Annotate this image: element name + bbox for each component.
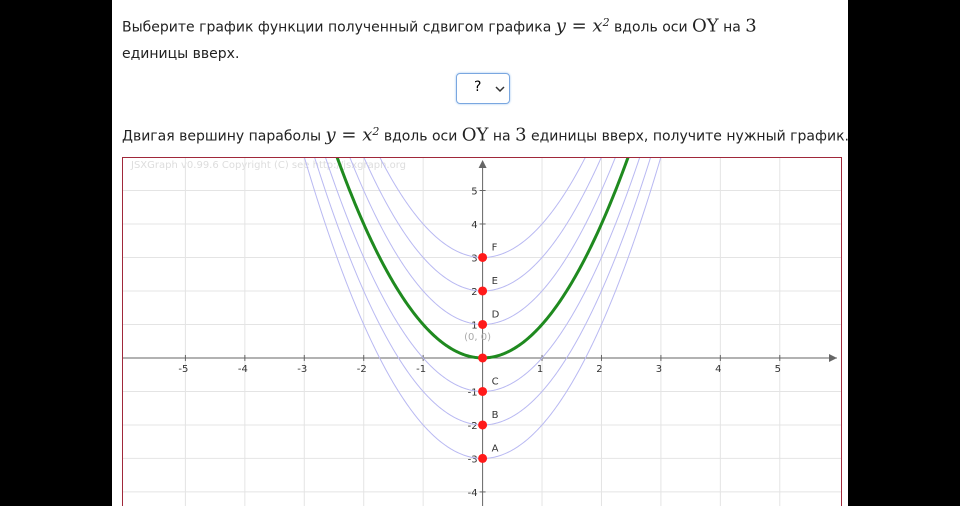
point-label: A: [492, 443, 499, 454]
parabola: [262, 0, 704, 459]
formula: y = x: [325, 124, 373, 146]
watermark: JSXGraph v0.99.6 Copyright (C) see http:…: [130, 160, 406, 171]
x-axis-arrow: [829, 353, 837, 362]
select-value: ?: [474, 79, 482, 95]
amount: 3: [515, 124, 527, 146]
point-label: (0, 0): [464, 332, 491, 343]
y-tick-label: 1: [471, 320, 477, 331]
text: Двигая вершину параболы: [122, 128, 322, 145]
point: [478, 386, 488, 396]
point: [478, 252, 488, 262]
point: [478, 453, 488, 463]
hint: Двигая вершину параболы y = x2 вдоль оси…: [122, 119, 848, 150]
chevron: [495, 86, 505, 93]
y-tick-label: -1: [468, 387, 478, 398]
text: единицы вверх.: [122, 45, 240, 62]
text: вдоль оси: [614, 19, 688, 36]
x-tick-label: 5: [775, 364, 781, 375]
x-tick-label: 3: [656, 364, 662, 375]
y-tick-label: 5: [471, 186, 477, 197]
y-tick-label: 2: [471, 287, 477, 298]
x-tick-label: 1: [537, 364, 543, 375]
point: [478, 420, 488, 430]
amount: 3: [745, 15, 757, 37]
text: на: [492, 128, 511, 145]
point-label: F: [492, 242, 498, 253]
point: [478, 353, 488, 363]
x-tick-label: 4: [715, 364, 721, 375]
y-tick-label: -2: [468, 421, 478, 432]
parabola: [317, 0, 648, 258]
point-label: C: [492, 376, 499, 387]
x-tick-label: -2: [357, 364, 367, 375]
formula: y = x: [555, 15, 603, 37]
x-tick-label: 2: [596, 364, 602, 375]
page: Выберите график функции полученный сдвиг…: [112, 0, 848, 506]
x-tick-label: -4: [238, 364, 248, 375]
text: Выберите график функции полученный сдвиг…: [122, 19, 552, 36]
text: на: [723, 19, 741, 36]
text: вдоль оси: [383, 128, 458, 145]
axis-name: OY: [692, 15, 719, 37]
point: [478, 319, 488, 329]
power: 2: [372, 125, 380, 138]
y-tick-label: -4: [468, 488, 478, 499]
y-axis-arrow: [478, 160, 487, 168]
y-tick-label: 3: [471, 253, 477, 264]
answer-select[interactable]: ?: [456, 73, 510, 104]
y-tick-label: -3: [468, 454, 478, 465]
parabola: [297, 0, 669, 325]
x-tick-label: -5: [178, 364, 188, 375]
power: 2: [602, 16, 610, 29]
point: [478, 286, 488, 296]
graph-board[interactable]: JSXGraph v0.99.6 Copyright (C) see http:…: [122, 0, 842, 506]
y-tick-label: 4: [471, 220, 477, 231]
point-label: E: [492, 276, 498, 287]
question: Выберите график функции полученный сдвиг…: [122, 10, 822, 67]
point-label: D: [492, 309, 500, 320]
point-label: B: [492, 410, 499, 421]
axis-name: OY: [461, 124, 489, 146]
x-tick-label: -1: [416, 364, 426, 375]
x-tick-label: -3: [297, 364, 307, 375]
text: единицы вверх, получите нужный график.: [530, 128, 848, 145]
board: JSXGraph v0.99.6 Copyright (C) see http:…: [123, 0, 841, 506]
